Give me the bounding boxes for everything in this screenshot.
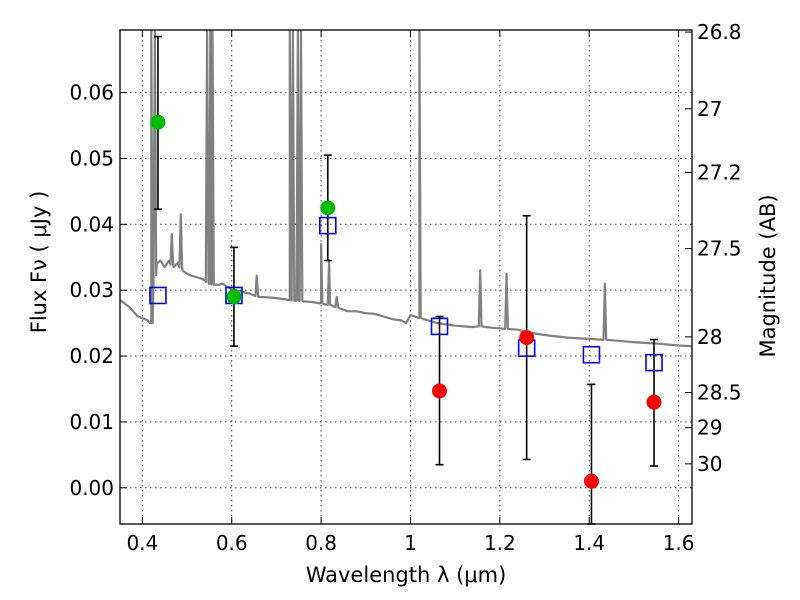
tick-layer xyxy=(120,30,692,524)
y-tick-label: 0.00 xyxy=(69,476,114,500)
non-detection-point xyxy=(583,473,599,489)
right-y-tick-label: 27 xyxy=(697,97,722,121)
x-tick-label: 0.4 xyxy=(126,531,158,555)
right-y-tick-label: 27.2 xyxy=(697,161,742,185)
spectrum-layer xyxy=(120,30,692,348)
non-detection-point xyxy=(432,383,448,399)
right-y-tick-label: 30 xyxy=(697,452,722,476)
y-tick-label: 0.06 xyxy=(69,81,114,105)
right-y-axis-label: Magnitude (AB) xyxy=(756,194,780,357)
y-tick-label: 0.04 xyxy=(69,212,114,236)
detection-point xyxy=(226,289,242,305)
x-tick-label: 1.4 xyxy=(573,531,605,555)
plot-frame xyxy=(119,29,693,525)
right-y-tick-label: 28 xyxy=(697,325,722,349)
right-y-tick-label: 28.5 xyxy=(697,381,742,405)
marker-layer xyxy=(149,35,663,525)
y-tick-label: 0.01 xyxy=(69,410,114,434)
y-tick-label: 0.02 xyxy=(69,344,114,368)
model-photometry-square xyxy=(645,353,663,372)
y-axis-label: Flux Fν ( μJy ) xyxy=(27,191,51,334)
model-photometry-square xyxy=(430,317,449,336)
grid xyxy=(120,30,692,524)
model-photometry-square xyxy=(318,216,337,235)
detection-point xyxy=(320,200,336,216)
x-tick-label: 0.8 xyxy=(305,531,337,555)
x-tick-label: 1 xyxy=(404,531,417,555)
x-tick-label: 0.6 xyxy=(216,531,248,555)
detection-point xyxy=(150,114,166,130)
right-y-tick-label: 26.8 xyxy=(697,20,742,44)
model-photometry-square xyxy=(149,286,167,305)
tick-label-layer: 0.4 0.6 0.8 1 1.2 1.4 1.6 0.00 0.01 0.02 0.03 0.04 0… xyxy=(69,20,741,555)
x-tick-label: 1.2 xyxy=(484,531,516,555)
y-tick-label: 0.05 xyxy=(69,146,114,170)
x-axis-label: Wavelength λ (μm) xyxy=(306,563,507,587)
right-y-tick-label: 29 xyxy=(697,416,722,440)
non-detection-point xyxy=(519,330,535,346)
spectrum-line xyxy=(120,30,692,348)
model-photometry-square xyxy=(582,345,601,364)
x-tick-label: 1.6 xyxy=(663,531,695,555)
y-tick-label: 0.03 xyxy=(69,278,114,302)
right-y-tick-label: 27.5 xyxy=(697,237,742,261)
non-detection-point xyxy=(646,394,662,410)
